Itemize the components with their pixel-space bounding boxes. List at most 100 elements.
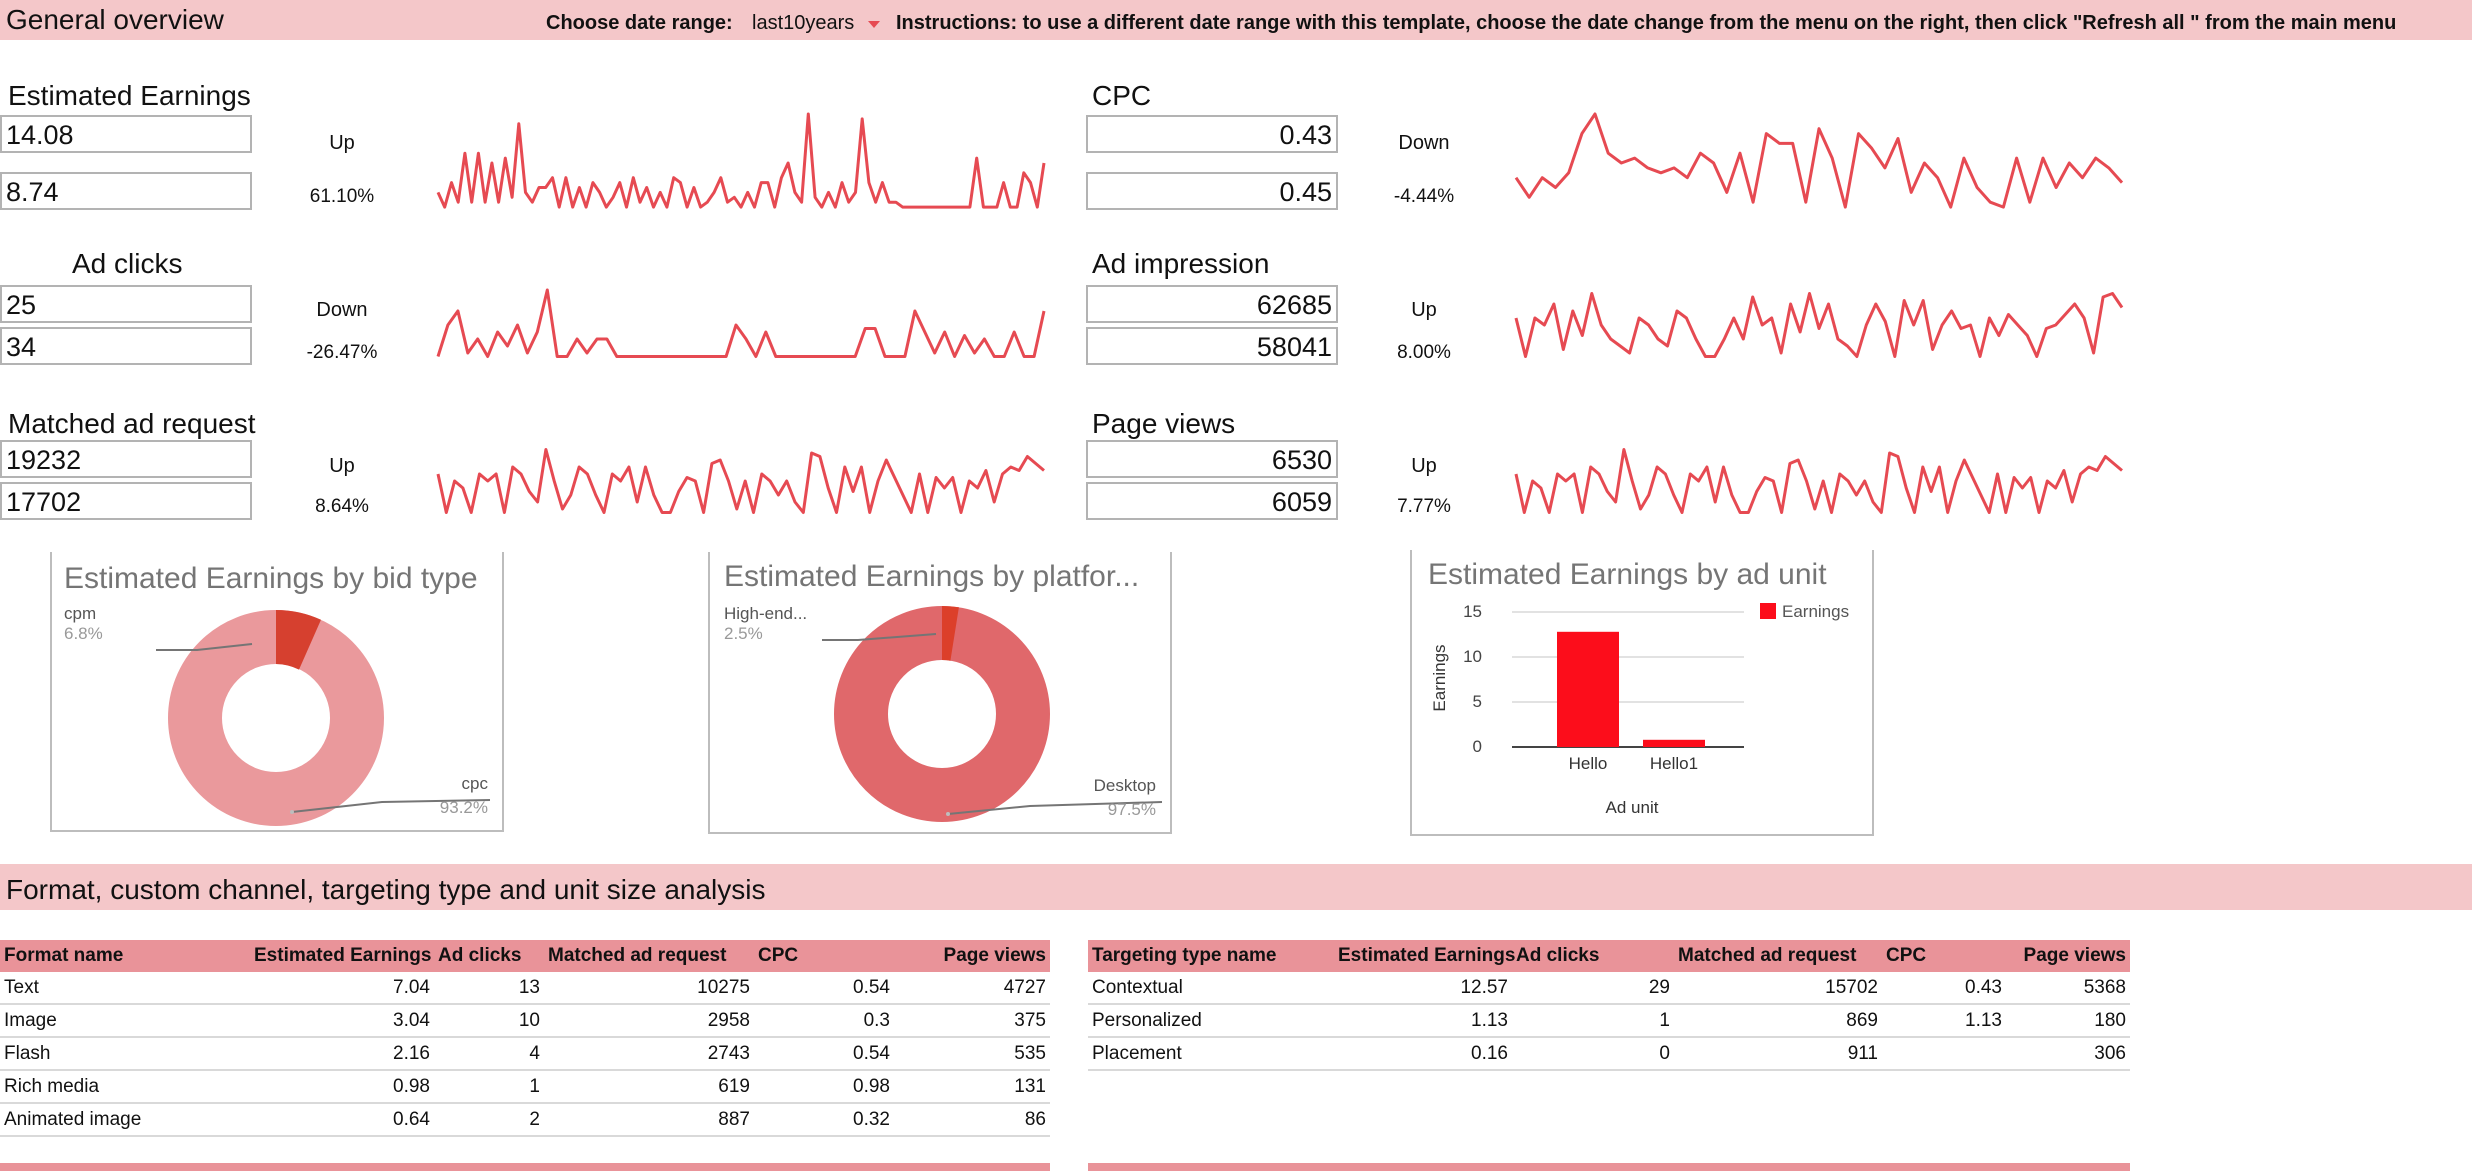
donut-chart-bid-type: [156, 610, 491, 826]
metric-change-percent: 61.10%: [309, 186, 375, 207]
metric-previous-value: 17702: [0, 482, 252, 520]
table-cell: 0.54: [754, 1037, 894, 1071]
date-range-value: last10years: [752, 12, 855, 34]
slice-label-desktop: Desktop: [1093, 776, 1156, 795]
table-cell: Flash: [0, 1037, 250, 1071]
metric-change-percent: 8.64%: [315, 496, 369, 517]
table-cell: Contextual: [1088, 972, 1334, 1005]
x-axis-tick-hello1: Hello1: [1649, 754, 1699, 773]
table-cell: 2958: [544, 1004, 754, 1038]
y-tick-label: 10: [1463, 647, 1482, 666]
metric-current-value: 62685: [1086, 285, 1338, 323]
metric-direction: Up: [329, 132, 355, 154]
metric-change-percent: -4.44%: [1393, 186, 1455, 207]
date-range-dropdown[interactable]: last10years: [746, 6, 886, 36]
column-header: CPC: [754, 940, 894, 972]
column-header: Page views: [2006, 940, 2130, 972]
table-cell: 535: [894, 1037, 1050, 1071]
slice-label-cpm: cpm: [64, 604, 97, 623]
chart-title: Estimated Earnings by ad unit: [1428, 558, 1827, 591]
table-cell: 0.98: [250, 1070, 434, 1104]
sparkline-series: [1514, 448, 2123, 514]
slice-pct-cpc: 93.2%: [439, 798, 488, 817]
sparkline: [1514, 112, 2124, 209]
sparkline-series: [1514, 292, 2124, 358]
bar-hello[interactable]: [1557, 631, 1619, 747]
metric-change-percent: 7.77%: [1397, 496, 1451, 517]
table-cell: 0.32: [754, 1103, 894, 1137]
table-row: Animated image 0.64 2 887 0.32 86: [0, 1103, 1050, 1137]
column-header: Estimated Earnings: [1334, 940, 1515, 972]
targeting-table: Targeting type name Estimated Earnings Ad …: [1088, 940, 2130, 1071]
metric-previous-value: 0.45: [1086, 172, 1338, 210]
table-cell: 2.16: [250, 1037, 434, 1071]
table-cell: 619: [544, 1070, 754, 1104]
chart-panel-bid-type: Estimated Earnings by bid type cpm 6.8% …: [50, 552, 504, 832]
metric-direction: Down: [316, 299, 368, 321]
metric-current-value: 25: [0, 285, 252, 323]
metric-direction: Down: [1398, 132, 1450, 154]
metric-title-matched-ad-request: Matched ad request: [8, 408, 256, 439]
sparkline-series: [436, 112, 1046, 209]
table-cell: 5368: [2006, 972, 2130, 1005]
table-cell: 3.04: [250, 1004, 434, 1038]
metric-previous-value: 34: [0, 327, 252, 365]
sparkline: [436, 288, 1046, 358]
table-cell: 0.54: [754, 972, 894, 1005]
table-cell: 180: [2006, 1004, 2130, 1038]
table-cell: 1.13: [1882, 1004, 2006, 1038]
column-header: Estimated Earnings: [250, 940, 434, 972]
slice-label-high-end: High-end...: [724, 604, 808, 623]
column-header: Format name: [0, 940, 250, 972]
chart-legend: Earnings: [1760, 602, 1849, 622]
sparkline: [1514, 448, 2123, 514]
table-row: Image 3.04 10 2958 0.3 375: [0, 1004, 1050, 1038]
table-cell: 1: [1512, 1004, 1674, 1038]
table-cell: Rich media: [0, 1070, 250, 1104]
metric-direction: Up: [1411, 299, 1437, 321]
table-cell: 2: [434, 1103, 544, 1137]
table-cell: Animated image: [0, 1103, 250, 1137]
table-cell: 15702: [1674, 972, 1882, 1005]
table-cell: 375: [894, 1004, 1050, 1038]
format-table: Format name Estimated Earnings Ad clicks Ma…: [0, 940, 1050, 1137]
instructions-text: Instructions: to use a different date ra…: [896, 12, 2397, 34]
table-row: Contextual 12.57 29 15702 0.43 5368: [1088, 972, 2130, 1005]
bottom-strip-right: [1088, 1163, 2130, 1171]
sparkline: [436, 448, 1045, 514]
chart-title: Estimated Earnings by bid type: [64, 562, 478, 595]
slice-pct-desktop: 97.5%: [1107, 800, 1156, 819]
table-row: Flash 2.16 4 2743 0.54 535: [0, 1037, 1050, 1071]
pie-slice-high-end[interactable]: [942, 605, 959, 661]
metric-change-percent: 8.00%: [1397, 342, 1451, 363]
table-row: Placement 0.16 0 911 306: [1088, 1037, 2130, 1071]
x-axis-tick-hello: Hello: [1568, 754, 1608, 773]
y-tick-label: 0: [1472, 737, 1482, 756]
pie-slice-cpm[interactable]: [276, 610, 321, 670]
metric-current-value: 19232: [0, 440, 252, 478]
y-axis-label: Earnings: [1430, 644, 1449, 712]
bar-chart-ad-unit: [1512, 611, 1744, 748]
column-header: Targeting type name: [1088, 940, 1334, 972]
metric-previous-value: 8.74: [0, 172, 252, 210]
table-cell: 131: [894, 1070, 1050, 1104]
page-title: General overview: [6, 4, 224, 35]
chart-title: Estimated Earnings by platfor...: [724, 560, 1140, 593]
table-cell: 86: [894, 1103, 1050, 1137]
sparkline-series: [436, 288, 1046, 358]
date-range-label: Choose date range:: [546, 12, 733, 34]
table-cell: 10: [434, 1004, 544, 1038]
section-band: [0, 864, 2472, 910]
chart-panel-ad-unit: Estimated Earnings by ad unit 15 10 5 0 …: [1410, 550, 1874, 836]
section-title: Format, custom channel, targeting type a…: [6, 874, 766, 905]
legend-label: Earnings: [1782, 602, 1850, 621]
table-cell: 887: [544, 1103, 754, 1137]
x-axis-label: Ad unit: [1605, 798, 1659, 817]
table-cell: 4727: [894, 972, 1050, 1005]
bar-hello1[interactable]: [1643, 739, 1705, 747]
slice-pct-cpm: 6.8%: [64, 624, 103, 643]
column-header: Ad clicks: [1512, 940, 1674, 972]
sparkline-series: [1514, 112, 2124, 209]
sparkline: [436, 112, 1046, 209]
y-tick-label: 15: [1463, 602, 1482, 621]
